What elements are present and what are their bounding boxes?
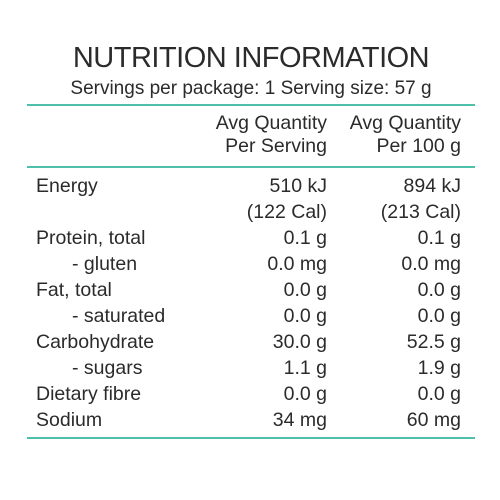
table-row: Dietary fibre 0.0 g 0.0 g <box>27 381 475 407</box>
nutrient-label: Dietary fibre <box>36 383 142 405</box>
per-serving-value: 30.0 g <box>272 331 327 353</box>
per-100g-value: 0.0 g <box>417 383 461 405</box>
nutrient-sublabel: - gluten <box>72 253 138 275</box>
column-header-per-100g-line-1: Avg Quantity <box>349 112 461 134</box>
per-serving-value: 0.0 g <box>283 383 327 405</box>
panel-title: NUTRITION INFORMATION <box>72 42 430 74</box>
column-header-per-serving-line-2: Per Serving <box>225 135 327 157</box>
nutrient-sublabel: - saturated <box>72 305 166 327</box>
nutrition-panel: NUTRITION INFORMATION Servings per packa… <box>27 38 475 448</box>
nutrient-label: Energy <box>36 175 98 197</box>
per-100g-value: 0.1 g <box>417 227 461 249</box>
per-100g-value: (213 Cal) <box>380 201 461 223</box>
per-serving-value: 0.0 g <box>283 279 327 301</box>
per-100g-value: 1.9 g <box>417 357 461 379</box>
servings-line: Servings per package: 1 Serving size: 57… <box>70 78 432 99</box>
table-row: Energy 510 kJ 894 kJ <box>27 173 475 199</box>
per-serving-value: 510 kJ <box>269 175 327 197</box>
per-serving-value: 1.1 g <box>283 357 327 379</box>
table-row: - saturated 0.0 g 0.0 g <box>27 303 475 329</box>
nutrient-label: Fat, total <box>36 279 112 301</box>
table-row: - gluten 0.0 mg 0.0 mg <box>27 251 475 277</box>
per-100g-value: 0.0 mg <box>401 253 461 275</box>
nutrient-table: Energy 510 kJ 894 kJ (122 Cal) (213 Cal)… <box>27 173 475 433</box>
per-100g-value: 60 mg <box>406 409 461 431</box>
table-row: - sugars 1.1 g 1.9 g <box>27 355 475 381</box>
column-header-per-serving: Avg Quantity Per Serving <box>216 112 327 158</box>
nutrient-label: Carbohydrate <box>36 331 155 353</box>
per-serving-value: 0.0 mg <box>267 253 327 275</box>
per-serving-value: (122 Cal) <box>246 201 327 223</box>
bottom-divider <box>27 437 475 439</box>
column-header-per-100g: Avg Quantity Per 100 g <box>350 112 461 158</box>
column-header-per-serving-line-1: Avg Quantity <box>215 112 327 134</box>
per-100g-value: 894 kJ <box>403 175 461 197</box>
table-row: Carbohydrate 30.0 g 52.5 g <box>27 329 475 355</box>
per-100g-value: 52.5 g <box>406 331 461 353</box>
nutrient-label: Protein, total <box>36 227 146 249</box>
table-row: Fat, total 0.0 g 0.0 g <box>27 277 475 303</box>
table-row: Protein, total 0.1 g 0.1 g <box>27 225 475 251</box>
per-100g-value: 0.0 g <box>417 305 461 327</box>
per-serving-value: 0.1 g <box>283 227 327 249</box>
per-serving-value: 34 mg <box>272 409 327 431</box>
per-100g-value: 0.0 g <box>417 279 461 301</box>
nutrient-label: Sodium <box>36 409 103 431</box>
column-header-per-100g-line-2: Per 100 g <box>376 135 461 157</box>
table-row: (122 Cal) (213 Cal) <box>27 199 475 225</box>
nutrient-sublabel: - sugars <box>72 357 143 379</box>
table-row: Sodium 34 mg 60 mg <box>27 407 475 433</box>
header-divider <box>27 166 475 168</box>
per-serving-value: 0.0 g <box>283 305 327 327</box>
top-divider <box>27 104 475 106</box>
